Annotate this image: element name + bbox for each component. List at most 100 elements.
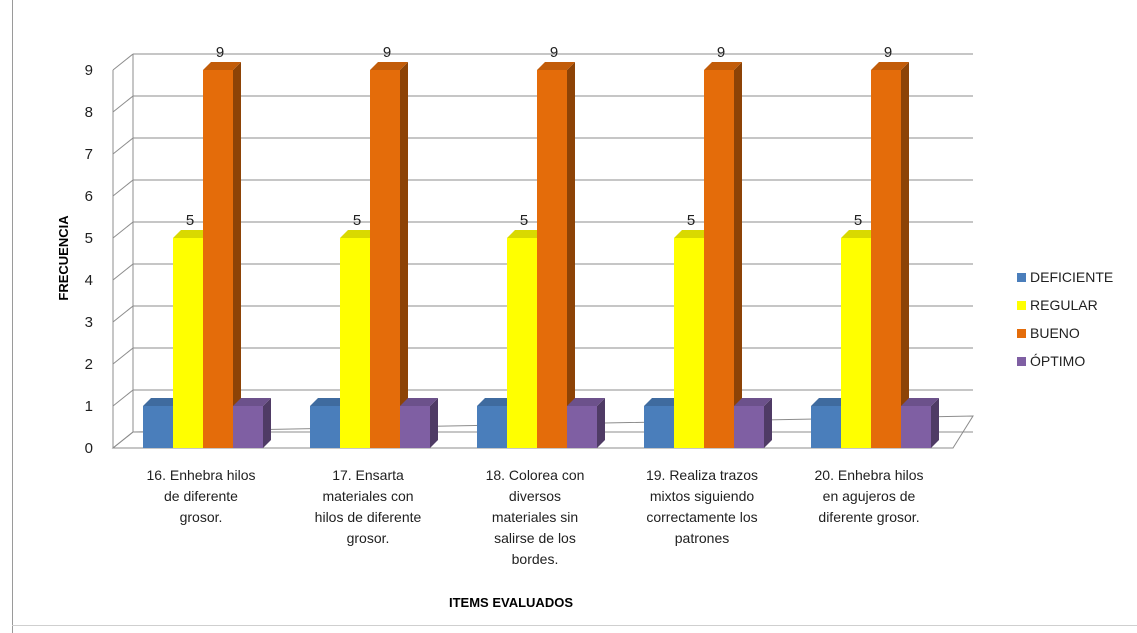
x-tick-label: 17. Ensarta materiales con hilos de difere…	[315, 467, 422, 546]
y-tick-label: 4	[85, 272, 93, 289]
bar-front	[734, 406, 764, 448]
data-label: 5	[854, 212, 862, 229]
bar-side	[263, 398, 271, 448]
bar-front	[203, 70, 233, 448]
gridline-side	[112, 179, 134, 197]
data-labels: 5 9 5 9 5 9 5 9 5 9	[186, 44, 892, 229]
x-axis-categories: 16. Enhebra hilos de diferente grosor.17. …	[147, 467, 924, 567]
bar-front	[507, 238, 537, 448]
gridline-side	[112, 137, 134, 155]
bar-óptimo	[901, 398, 939, 448]
bar-front	[674, 238, 704, 448]
frame-bottom-border	[12, 625, 1137, 626]
x-tick-label-line: correctamente los	[646, 509, 757, 525]
data-label: 5	[520, 212, 528, 229]
bar-front	[811, 406, 841, 448]
bar-front	[704, 70, 734, 448]
y-tick-label: 2	[85, 356, 93, 373]
x-tick-label-line: patrones	[675, 530, 729, 546]
x-tick-label: 16. Enhebra hilos de diferente grosor.	[147, 467, 256, 525]
x-tick-label-line: bordes.	[512, 551, 559, 567]
bar-top	[370, 62, 408, 70]
y-axis-ticks: 0 1 2 3 4 5 6 7 8 9	[85, 62, 93, 457]
bar-top	[233, 398, 271, 406]
bar-side	[734, 62, 742, 448]
x-tick-label: 20. Enhebra hilos en agujeros de diferente…	[815, 467, 924, 525]
chart-bars	[143, 62, 939, 448]
x-tick-label-line: 18. Colorea con	[486, 467, 585, 483]
x-axis-title: ITEMS EVALUADOS	[449, 595, 573, 610]
legend-label: DEFICIENTE	[1030, 269, 1113, 285]
bar-top	[203, 62, 241, 70]
x-tick-label-line: salirse de los	[494, 530, 576, 546]
x-tick-label-line: diversos	[509, 488, 561, 504]
legend-swatch	[1017, 301, 1026, 310]
bar-top	[811, 398, 849, 406]
bar-front	[340, 238, 370, 448]
bar-front	[173, 238, 203, 448]
bar-top	[644, 398, 682, 406]
data-label: 9	[383, 44, 391, 61]
data-label: 9	[717, 44, 725, 61]
bar-óptimo	[400, 398, 438, 448]
bar-top	[340, 230, 378, 238]
gridline-side	[112, 221, 134, 239]
gridline-side	[112, 95, 134, 113]
y-tick-label: 9	[85, 62, 93, 79]
bar-front	[841, 238, 871, 448]
bar-top	[537, 62, 575, 70]
legend-swatch	[1017, 329, 1026, 338]
bar-front	[400, 406, 430, 448]
bar-top	[841, 230, 879, 238]
bar-side	[400, 62, 408, 448]
bar-front	[370, 70, 400, 448]
x-tick-label-line: de diferente	[164, 488, 238, 504]
x-tick-label: 18. Colorea con diversos materiales sin sal…	[486, 467, 585, 567]
chart-legend: DEFICIENTE REGULAR BUENO ÓPTIMO	[1017, 269, 1113, 369]
bar-side	[901, 62, 909, 448]
data-label: 5	[687, 212, 695, 229]
gridline-side	[112, 389, 134, 407]
x-tick-label: 19. Realiza trazos mixtos siguiendo correc…	[646, 467, 758, 546]
y-tick-label: 1	[85, 398, 93, 415]
bar-front	[567, 406, 597, 448]
x-tick-label-line: diferente grosor.	[818, 509, 919, 525]
bar-top	[674, 230, 712, 238]
frame-left-border	[12, 0, 13, 633]
y-axis-title: FRECUENCIA	[56, 215, 71, 301]
bar-side	[233, 62, 241, 448]
bar-óptimo	[734, 398, 772, 448]
bar-top	[507, 230, 545, 238]
bar-front	[233, 406, 263, 448]
bar-top	[734, 398, 772, 406]
x-tick-label-line: materiales con	[322, 488, 413, 504]
bar-top	[310, 398, 348, 406]
bar-top	[477, 398, 515, 406]
bar-side	[567, 62, 575, 448]
x-tick-label-line: grosor.	[347, 530, 390, 546]
bar-bueno	[871, 62, 909, 448]
x-tick-label-line: mixtos siguiendo	[650, 488, 754, 504]
y-tick-label: 3	[85, 314, 93, 331]
bar-óptimo	[233, 398, 271, 448]
bar-óptimo	[567, 398, 605, 448]
gridline-side	[112, 305, 134, 323]
x-tick-label-line: materiales sin	[492, 509, 578, 525]
legend-label: ÓPTIMO	[1030, 353, 1085, 369]
y-tick-label: 5	[85, 230, 93, 247]
bar-side	[430, 398, 438, 448]
bar-side	[931, 398, 939, 448]
data-label: 5	[353, 212, 361, 229]
x-tick-label-line: 20. Enhebra hilos	[815, 467, 924, 483]
bar-front	[310, 406, 340, 448]
bar-bueno	[370, 62, 408, 448]
x-tick-label-line: grosor.	[180, 509, 223, 525]
bar-front	[871, 70, 901, 448]
bar-top	[901, 398, 939, 406]
x-tick-label-line: en agujeros de	[823, 488, 916, 504]
gridline-side	[112, 53, 134, 71]
x-tick-label-line: hilos de diferente	[315, 509, 422, 525]
bar-top	[400, 398, 438, 406]
bar-bueno	[537, 62, 575, 448]
